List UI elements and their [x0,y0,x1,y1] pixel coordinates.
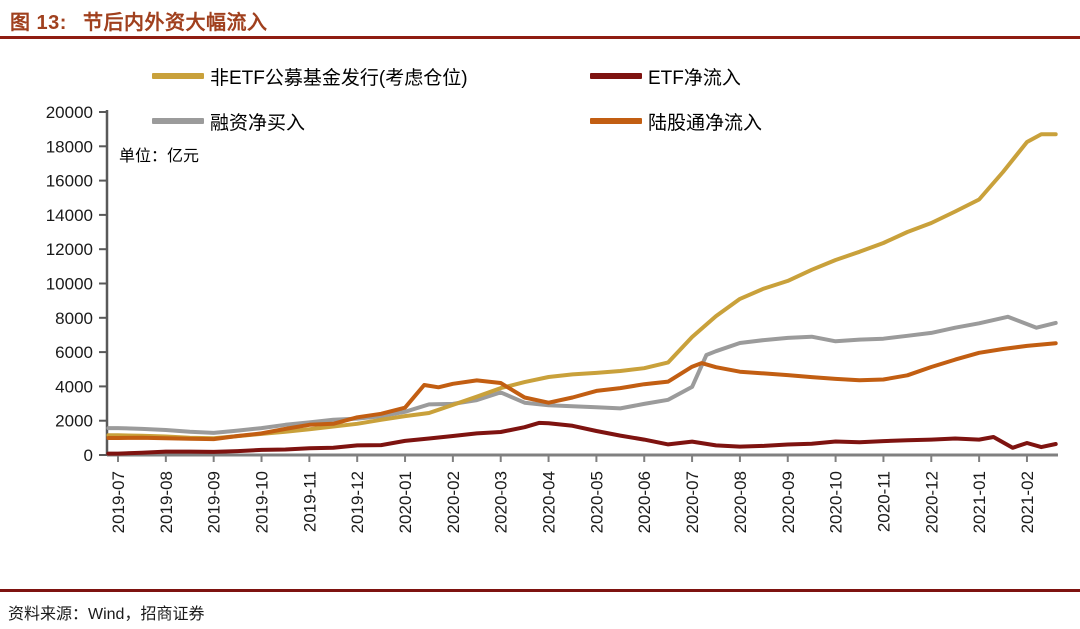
figure-number: 图 13: [10,12,67,34]
x-axis-tick-label: 2019-12 [348,471,367,533]
y-axis-tick-label: 16000 [46,172,93,191]
title-rule [0,36,1080,39]
legend-item-margin-net-buy: 融资净买入 [152,108,305,134]
x-axis-tick-label: 2020-08 [731,471,750,533]
legend-item-etf-net-inflow: ETF净流入 [590,63,741,89]
legend-label: 融资净买入 [210,112,306,134]
legend-label: ETF净流入 [648,67,741,89]
legend-label: 陆股通净流入 [648,112,763,134]
y-axis-tick-label: 4000 [55,377,93,396]
x-axis-tick-label: 2020-09 [779,471,798,533]
x-axis-tick-label: 2020-12 [922,471,941,533]
y-axis-tick-label: 10000 [46,275,93,294]
legend-swatch-orange [590,118,642,124]
x-axis-tick-label: 2021-01 [970,471,989,533]
bottom-rule [0,589,1080,592]
x-axis-tick-label: 2020-04 [540,471,559,533]
source-line: 资料来源：Wind，招商证券 [8,606,205,623]
x-axis-tick-label: 2020-05 [587,471,606,533]
legend-item-non-etf-fund-issuance: 非ETF公募基金发行(考虑仓位) [152,63,468,89]
series-line-2 [106,314,1058,435]
x-axis-tick-label: 2020-06 [635,471,654,533]
legend-label: 非ETF公募基金发行(考虑仓位) [210,67,468,89]
y-axis-tick-label: 14000 [46,206,93,225]
x-axis-tick-label: 2020-01 [396,471,415,533]
y-axis-tick-label: 18000 [46,137,93,156]
x-axis-tick-label: 2019-09 [205,471,224,533]
y-axis-tick-label: 6000 [55,343,93,362]
x-axis-tick-label: 2020-11 [874,471,893,532]
legend-swatch-gray [152,118,204,124]
legend-swatch-darkred [590,73,642,79]
x-axis-tick-label: 2019-11 [300,471,319,532]
x-axis-tick-label: 2019-10 [253,471,272,533]
x-axis-tick-label: 2019-07 [109,471,128,533]
x-axis-tick-label: 2020-02 [444,471,463,533]
x-axis-tick-label: 2020-07 [683,471,702,533]
x-axis-tick-label: 2020-03 [492,471,511,533]
series-line-0 [106,132,1058,441]
series-line-1 [106,420,1058,456]
legend-item-northbound-net-inflow: 陆股通净流入 [590,108,762,134]
series-line-3 [106,341,1058,442]
figure-title: 图 13: 节后内外资大幅流入 [10,6,267,35]
y-axis-tick-label: 20000 [46,103,93,122]
y-axis-tick-label: 0 [84,446,93,465]
x-axis-tick-label: 2021-02 [1018,471,1037,533]
unit-label: 单位：亿元 [119,148,200,165]
x-axis-tick-label: 2020-10 [827,471,846,533]
x-axis-tick-label: 2019-08 [157,471,176,533]
y-axis-tick-label: 8000 [55,309,93,328]
figure-title-text: 节后内外资大幅流入 [82,12,268,34]
y-axis-tick-label: 2000 [55,412,93,431]
legend-swatch-gold [152,73,204,79]
y-axis-tick-label: 12000 [46,240,93,259]
